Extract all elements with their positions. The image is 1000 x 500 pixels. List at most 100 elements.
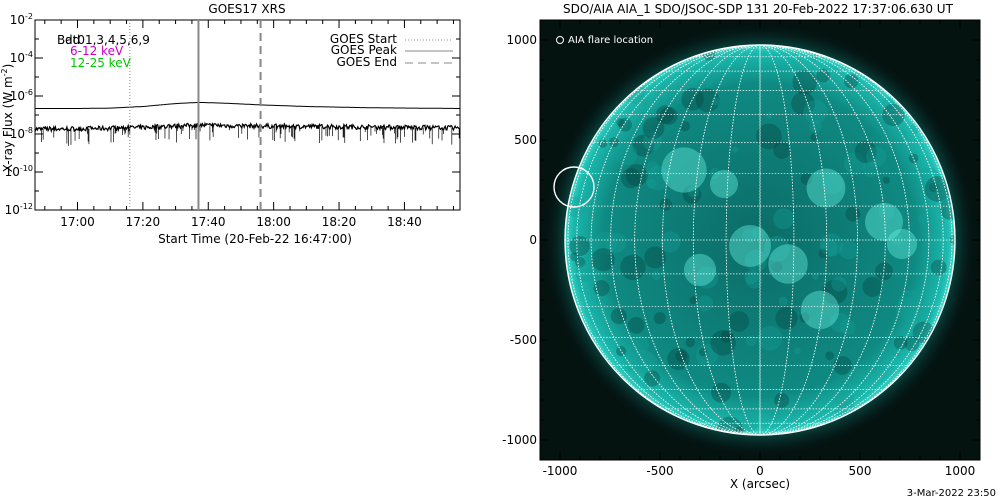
- longitude-line: [610, 45, 910, 435]
- disk-mottle: [926, 252, 934, 260]
- goes-series-6-12kev-line: [35, 101, 460, 109]
- goes-series-12-25kev-line: [35, 121, 460, 134]
- aia-x-axis: -1000 -500 0 500 1000: [543, 20, 976, 478]
- disk-mottle: [917, 213, 929, 224]
- active-region-glow: [865, 203, 903, 241]
- goes-legend: GOES Start GOES Peak GOES End: [330, 32, 453, 69]
- legend-goes-peak-label: GOES Peak: [331, 43, 397, 57]
- aia-x-tick-label: -1000: [543, 464, 578, 478]
- disk-mottle: [822, 173, 844, 195]
- disk-mottle: [695, 266, 719, 289]
- disk-mottle: [653, 312, 666, 325]
- disk-mottle: [803, 100, 828, 125]
- disk-mottle: [896, 297, 919, 321]
- channel-label-bad: Bad: [57, 33, 80, 47]
- disk-mottle: [744, 270, 759, 285]
- disk-mottle: [898, 289, 924, 316]
- disk-mottle: [833, 388, 854, 409]
- goes-y-axis-label: X-ray Flux (W m-2): [0, 64, 15, 173]
- disk-mottle: [642, 117, 665, 139]
- disk-mottle: [845, 206, 861, 222]
- disk-mottle: [757, 325, 783, 351]
- aia-x-tick-label: -500: [646, 464, 673, 478]
- disk-mottle: [628, 334, 649, 356]
- goes-x-tick-label: 18:00: [256, 215, 291, 229]
- disk-mottle: [866, 146, 887, 167]
- aia-y-tick-label: 0: [529, 233, 537, 247]
- disk-mottle: [593, 280, 610, 297]
- disk-mottle: [695, 343, 719, 367]
- disk-mottle: [854, 140, 877, 163]
- aia-legend: AIA flare location: [556, 35, 653, 46]
- active-region-glow: [729, 225, 771, 267]
- disk-mottle: [846, 367, 866, 387]
- active-region-glow: [768, 244, 808, 284]
- disk-mottle: [752, 226, 766, 240]
- disk-mottle: [643, 370, 661, 387]
- disk-mottle: [651, 271, 661, 281]
- goes-x-tick-label: 17:40: [191, 215, 226, 229]
- aia-x-axis-label: X (arcsec): [730, 477, 790, 491]
- aia-plot-title: SDO/AIA AIA_1 SDO/JSOC-SDP 131 20-Feb-20…: [563, 2, 954, 16]
- disk-mottle: [882, 97, 895, 110]
- disk-mottle: [633, 350, 658, 374]
- channel-overlay-text: dt01,3,4,5,6,9: [65, 33, 150, 47]
- disk-mottle: [593, 231, 617, 255]
- disk-mottle: [709, 168, 721, 179]
- active-region-glow: [661, 147, 707, 193]
- disk-mottle: [616, 118, 625, 127]
- goes-x-tick-label: 17:20: [126, 215, 161, 229]
- channel-label-12-25kev: 12-25 keV: [70, 56, 132, 70]
- goes-x-tick-label: 18:20: [322, 215, 357, 229]
- channel-label-6-12kev: 6-12 keV: [70, 44, 124, 58]
- disk-mottle: [645, 161, 660, 176]
- disk-mottle: [793, 347, 801, 355]
- disk-mottle: [740, 413, 759, 432]
- disk-mottle: [569, 235, 590, 257]
- aia-x-tick-label: 0: [756, 464, 764, 478]
- active-region-glow: [886, 228, 918, 260]
- disk-mottle: [679, 120, 690, 132]
- goes-y-tick-label: 10-2: [10, 12, 33, 27]
- disk-mottle: [618, 117, 632, 132]
- active-region-glow: [683, 253, 717, 287]
- legend-goes-start-label: GOES Start: [330, 32, 397, 46]
- disk-mottle: [712, 97, 720, 106]
- disk-mottle: [895, 140, 905, 150]
- disk-mottle: [843, 152, 866, 175]
- goes-y-tick-label: 10-8: [10, 126, 33, 141]
- disk-mottle: [659, 198, 673, 211]
- disk-mottle: [620, 168, 642, 189]
- disk-mottle: [904, 335, 920, 352]
- disk-mottle: [705, 80, 713, 88]
- disk-mottle: [667, 347, 690, 371]
- longitude-line: [725, 45, 795, 435]
- goes-xrs-plot: GOES17 XRS 10-12 10-10 10-8 10-6 10-4 10-2 17…: [0, 2, 461, 246]
- disk-mottle: [822, 279, 848, 305]
- disk-mottle: [732, 146, 739, 153]
- disk-mottle: [908, 153, 919, 164]
- goes-x-axis: 17:00 17:20 17:40 18:00 18:20 18:40: [44, 20, 454, 229]
- goes-y-tick-label: 10-10: [5, 164, 33, 179]
- disk-mottle: [640, 98, 649, 108]
- disk-mottle: [659, 231, 681, 253]
- footer-timestamp: 3-Mar-2022 23:50: [907, 488, 996, 499]
- aia-x-tick-label: 1000: [945, 464, 976, 478]
- goes-y-tick-label: 10-4: [10, 50, 33, 65]
- disk-mottle: [839, 240, 858, 260]
- disk-mottle: [698, 347, 708, 357]
- aia-legend-label: AIA flare location: [568, 35, 653, 46]
- disk-mottle: [646, 178, 657, 189]
- disk-mottle: [616, 346, 627, 357]
- disk-mottle: [773, 208, 795, 230]
- disk-mottle: [811, 273, 819, 280]
- aia-flare-location-marker: [553, 166, 595, 208]
- goes-plot-title: GOES17 XRS: [208, 2, 285, 16]
- disk-mottle: [697, 295, 714, 312]
- longitude-line: [692, 45, 828, 435]
- longitude-line: [567, 45, 953, 435]
- disk-mottle: [642, 132, 662, 151]
- disk-mottle: [844, 74, 859, 89]
- disk-mottle: [775, 307, 798, 330]
